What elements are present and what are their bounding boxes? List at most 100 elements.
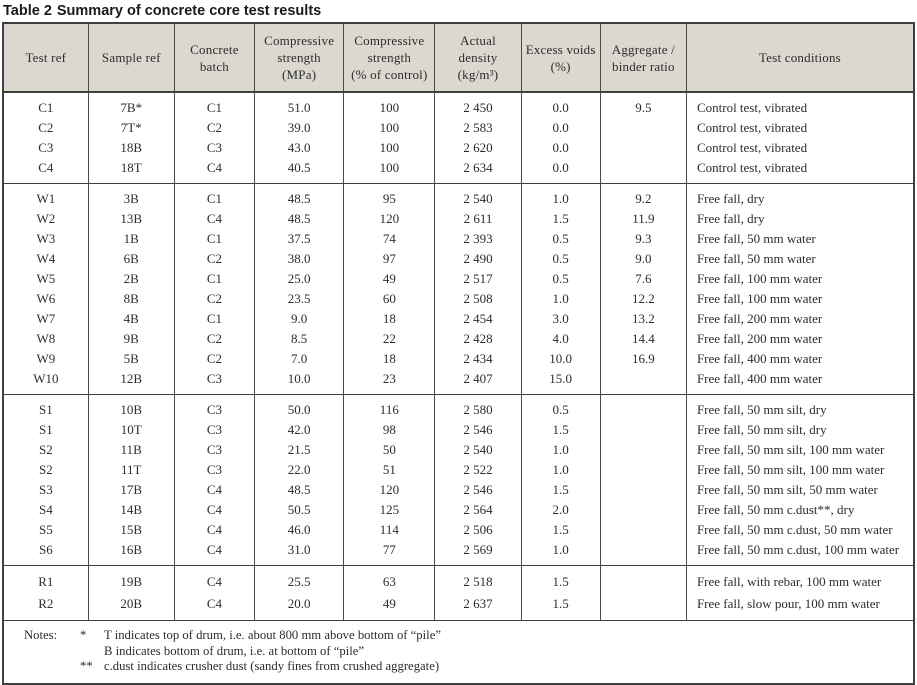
cell: C2	[173, 289, 256, 309]
cell: 0.5	[520, 394, 601, 420]
note-marker-single-asterisk: *	[80, 628, 87, 642]
cell: 2 580	[434, 394, 522, 420]
table-caption-text: Summary of concrete core test results	[56, 3, 322, 19]
cell: C1	[173, 92, 256, 118]
cell: Control test, vibrated	[685, 92, 915, 118]
cell	[599, 565, 687, 593]
cell: 20B	[87, 593, 175, 621]
cell: 2 490	[434, 249, 522, 269]
table-row: W5 2B C1 25.0 49 2 517 0.5 7.6 Free fall, 100 mm…	[2, 269, 915, 289]
group-rebar-and-slow-pour-tests: R1 19B C4 25.5 63 2 518 1.5 Free fall, with reb…	[2, 565, 915, 621]
cell	[599, 480, 687, 500]
cell: 2 454	[434, 309, 522, 329]
cell: 31.0	[254, 540, 345, 566]
cell: 77	[343, 540, 436, 566]
cell	[599, 158, 687, 184]
cell: C3	[173, 440, 256, 460]
cell: 9.5	[599, 92, 687, 118]
cell: 2 546	[434, 420, 522, 440]
cell: 95	[343, 183, 436, 209]
note-text: T indicates top of drum, i.e. about 800 …	[104, 628, 441, 642]
cell: 100	[343, 118, 436, 138]
cell: Control test, vibrated	[685, 118, 915, 138]
cell: 0.0	[520, 118, 601, 138]
cell: 12B	[87, 369, 175, 395]
cell: 2 564	[434, 500, 522, 520]
cell: 2B	[87, 269, 175, 289]
cell: 63	[343, 565, 436, 593]
group-free-fall-water-tests: W1 3B C1 48.5 95 2 540 1.0 9.2 Free fall, dry W2 1…	[2, 183, 915, 395]
table-row: S3 17B C4 48.5 120 2 546 1.5 Free fall, 50 mm s…	[2, 480, 915, 500]
cell: Control test, vibrated	[685, 138, 915, 158]
column-header: Test conditions	[685, 22, 915, 93]
cell: W5	[2, 269, 89, 289]
cell: 4B	[87, 309, 175, 329]
cell	[599, 500, 687, 520]
column-header: Sample ref	[87, 22, 175, 93]
cell: C2	[173, 329, 256, 349]
cell: 22.0	[254, 460, 345, 480]
cell: 13B	[87, 209, 175, 229]
cell: Free fall, 50 mm c.dust**, dry	[685, 500, 915, 520]
cell	[599, 118, 687, 138]
column-header: Concrete batch	[173, 22, 256, 93]
cell: 51	[343, 460, 436, 480]
cell: 1.0	[520, 289, 601, 309]
cell: 0.5	[520, 249, 601, 269]
cell: 37.5	[254, 229, 345, 249]
cell: Free fall, 50 mm silt, 50 mm water	[685, 480, 915, 500]
cell: 9.2	[599, 183, 687, 209]
cell: 39.0	[254, 118, 345, 138]
cell: 50	[343, 440, 436, 460]
table-row: W10 12B C3 10.0 23 2 407 15.0 Free fall, 400 mm…	[2, 369, 915, 395]
cell: S3	[2, 480, 89, 500]
cell: 2 407	[434, 369, 522, 395]
cell: 100	[343, 92, 436, 118]
table-row: W4 6B C2 38.0 97 2 490 0.5 9.0 Free fall, 50 mm …	[2, 249, 915, 269]
cell: 114	[343, 520, 436, 540]
cell: C4	[173, 520, 256, 540]
cell: 2 634	[434, 158, 522, 184]
cell: 2 583	[434, 118, 522, 138]
table-footnotes: Notes: * T indicates top of drum, i.e. a…	[3, 620, 914, 684]
cell: W1	[2, 183, 89, 209]
cell: C1	[173, 269, 256, 289]
cell: 2 637	[434, 593, 522, 621]
cell: W2	[2, 209, 89, 229]
cell: 50.5	[254, 500, 345, 520]
cell: 40.5	[254, 158, 345, 184]
page: Table 2 Summary of concrete core test res…	[2, 3, 915, 685]
table-row: W2 13B C4 48.5 120 2 611 1.5 11.9 Free fall, dry	[2, 209, 915, 229]
cell: C3	[173, 460, 256, 480]
cell: 50.0	[254, 394, 345, 420]
cell: 2 517	[434, 269, 522, 289]
cell	[599, 540, 687, 566]
cell: 0.5	[520, 269, 601, 289]
cell: C4	[2, 158, 89, 184]
column-header: Actual density (kg/m³)	[434, 22, 522, 93]
cell: 97	[343, 249, 436, 269]
cell: C4	[173, 565, 256, 593]
cell: 49	[343, 269, 436, 289]
cell: 1.0	[520, 540, 601, 566]
cell: C3	[173, 394, 256, 420]
cell: 5B	[87, 349, 175, 369]
group-silt-and-dust-tests: S1 10B C3 50.0 116 2 580 0.5 Free fall, 50 mm s…	[2, 394, 915, 566]
cell: 2.0	[520, 500, 601, 520]
cell: 98	[343, 420, 436, 440]
cell: 9.3	[599, 229, 687, 249]
note-text: c.dust indicates crusher dust (sandy fin…	[104, 659, 440, 673]
cell: Free fall, 400 mm water	[685, 369, 915, 395]
cell: 43.0	[254, 138, 345, 158]
cell: Free fall, 50 mm silt, dry	[685, 394, 915, 420]
cell: C3	[2, 138, 89, 158]
cell: 3B	[87, 183, 175, 209]
table-row: C4 18T C4 40.5 100 2 634 0.0 Control test, vibr…	[2, 158, 915, 184]
cell	[599, 440, 687, 460]
cell: Free fall, dry	[685, 183, 915, 209]
note-marker-double-asterisk: **	[80, 659, 93, 673]
cell: Control test, vibrated	[685, 158, 915, 184]
cell: 17B	[87, 480, 175, 500]
notes-grid: Notes: * T indicates top of drum, i.e. a…	[24, 628, 905, 675]
cell: 8.5	[254, 329, 345, 349]
